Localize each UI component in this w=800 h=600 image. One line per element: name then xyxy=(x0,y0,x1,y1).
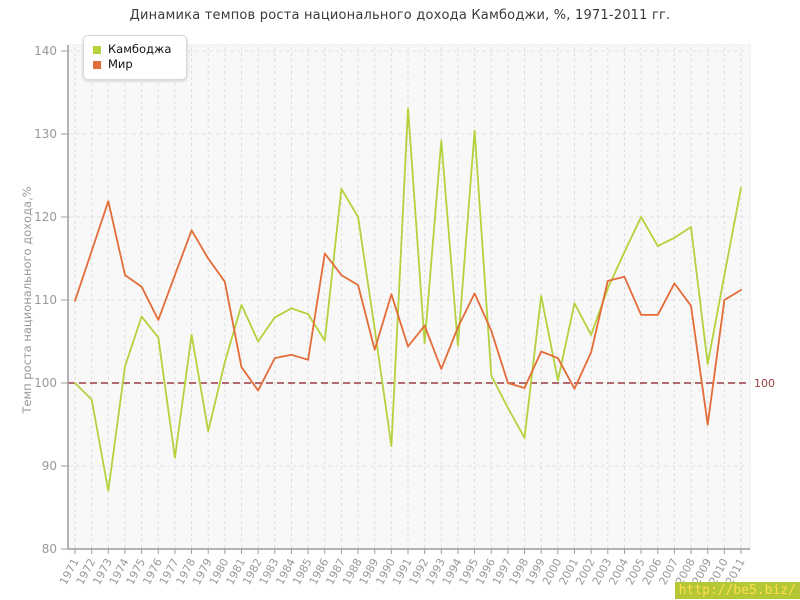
series-line-cambodia xyxy=(74,107,742,492)
reference-line-100: 100 xyxy=(68,377,775,390)
legend-swatch-cambodia-icon xyxy=(93,45,101,54)
x-axis-ticks: 1971197219731974197519761977197819791980… xyxy=(57,549,748,587)
plot-area xyxy=(67,44,751,550)
y-tick-label: 80 xyxy=(42,542,57,556)
legend-swatch-world-icon xyxy=(93,60,101,69)
y-tick-label: 130 xyxy=(34,127,57,141)
y-axis-ticks: 80 90 100 110 120 130 140 xyxy=(34,44,68,556)
legend: Камбоджа Мир xyxy=(83,35,188,80)
y-tick-label: 90 xyxy=(42,459,57,473)
watermark-link[interactable]: http://be5.biz/ xyxy=(674,582,800,599)
y-tick-label: 120 xyxy=(34,210,57,224)
chart-title: Динамика темпов роста национального дохо… xyxy=(129,8,671,23)
y-tick-label: 140 xyxy=(34,44,57,58)
axes xyxy=(67,45,750,550)
legend-label-world: Мир xyxy=(108,57,133,71)
legend-label-cambodia: Камбоджа xyxy=(108,42,172,56)
legend-item-world: Мир xyxy=(93,58,171,71)
y-tick-label: 100 xyxy=(34,376,57,390)
legend-item-cambodia: Камбоджа xyxy=(93,43,171,56)
reference-line-label: 100 xyxy=(754,377,775,390)
y-tick-label: 110 xyxy=(34,293,57,307)
series-line-world xyxy=(74,200,742,426)
